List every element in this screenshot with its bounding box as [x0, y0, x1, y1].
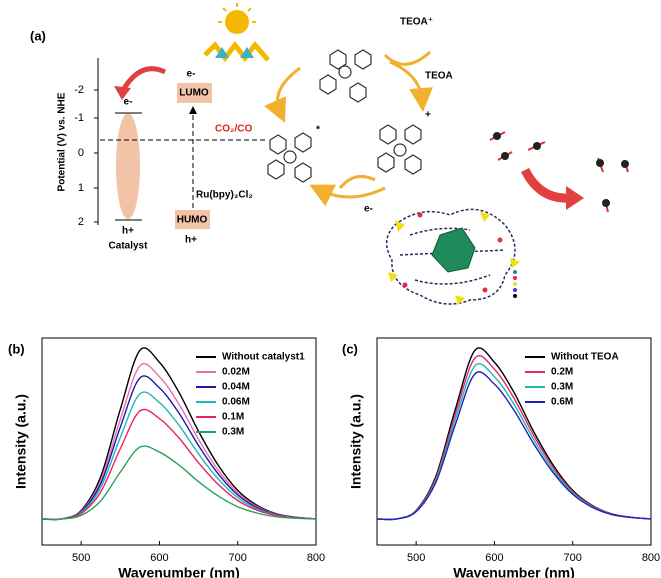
label: + [425, 110, 431, 121]
series-line [376, 371, 652, 521]
legend-label: 0.02M [222, 367, 250, 378]
x-axis-label: Wavenumber (nm) [118, 565, 240, 578]
teoa-arrow [383, 50, 432, 66]
x-tick-label: 800 [307, 552, 325, 564]
series-line [41, 445, 317, 520]
legend-label: 0.3M [551, 382, 573, 393]
legend-label: 0.6M [551, 397, 573, 408]
e-arrow [338, 174, 376, 189]
panel-a: (a) Potential (V) vs. NHE e- h+ Catalyst… [30, 3, 629, 305]
potential-tick-label: 2 [78, 216, 84, 228]
x-tick-label: 800 [642, 552, 660, 564]
cycle-arrow [264, 66, 301, 123]
label: LUMO [179, 88, 209, 99]
y-axis-label: Intensity (a.u.) [13, 394, 29, 489]
panel-label: (a) [30, 28, 46, 43]
x-tick-label: 700 [229, 552, 247, 564]
light [215, 47, 254, 58]
light [203, 40, 270, 63]
series-line [376, 347, 652, 521]
humo-box [175, 210, 210, 229]
series-line [41, 363, 317, 521]
label: e- [187, 69, 196, 80]
cycle-arrow [309, 184, 386, 207]
legend-label: 0.04M [222, 382, 250, 393]
legend-label: 0.3M [222, 427, 244, 438]
conversion-arrow-head [566, 186, 584, 210]
plot-frame [41, 337, 317, 546]
label: h+ [185, 235, 197, 246]
legend-label: Without catalyst1 [222, 352, 305, 363]
legend-label: 0.06M [222, 397, 250, 408]
label: CO₂/CO [215, 124, 252, 135]
cycle-arrow [389, 60, 433, 112]
panel-label: (c) [342, 341, 358, 356]
label: * [316, 125, 320, 136]
lumo-box [177, 83, 212, 103]
label: Ru(bpy)₃Cl₂ [196, 190, 253, 201]
y-axis-label: Intensity (a.u.) [348, 394, 364, 489]
potential-tick-label: -1 [74, 112, 84, 124]
series-line [41, 408, 317, 521]
potential-axis-label: Potential (V) vs. NHE [57, 92, 68, 191]
transfer-arrow [119, 66, 167, 94]
x-tick-label: 500 [407, 552, 425, 564]
charts: (b) 500 600 700 800 Wavenumber (nm) Intensity … [8, 337, 660, 578]
label: Catalyst [109, 241, 149, 252]
legend-label: 0.2M [551, 367, 573, 378]
series-line [41, 391, 317, 521]
label: TEOA [425, 71, 453, 82]
sun-rays [218, 3, 256, 23]
series-line [376, 355, 652, 521]
label: e- [364, 204, 373, 215]
panel-label: (b) [8, 341, 25, 356]
plot-frame [376, 337, 652, 546]
x-axis-label: Wavenumber (nm) [453, 565, 575, 578]
series-line [41, 375, 317, 521]
potential-tick-label: 0 [78, 147, 84, 159]
ru-complexes [267, 49, 422, 183]
legend-label: 0.1M [222, 412, 244, 423]
series-line [376, 363, 652, 521]
label: e- [124, 97, 133, 108]
potential-tick-label: 1 [78, 182, 84, 194]
co2-molecules [489, 131, 629, 213]
label: HUMO [177, 215, 208, 226]
label: TEOA⁺ [400, 17, 433, 28]
catalyst-band [116, 113, 140, 219]
label: h+ [122, 226, 134, 237]
legend-label: Without TEOA [551, 352, 619, 363]
x-tick-label: 700 [564, 552, 582, 564]
x-tick-label: 600 [485, 552, 503, 564]
series-line [41, 347, 317, 521]
mof-structure [386, 208, 520, 305]
conversion-arrow [520, 167, 571, 203]
x-tick-label: 600 [150, 552, 168, 564]
x-tick-label: 500 [72, 552, 90, 564]
transfer-arrow-head [114, 86, 131, 100]
sun [225, 10, 249, 34]
potential-tick-label: -2 [74, 84, 84, 96]
